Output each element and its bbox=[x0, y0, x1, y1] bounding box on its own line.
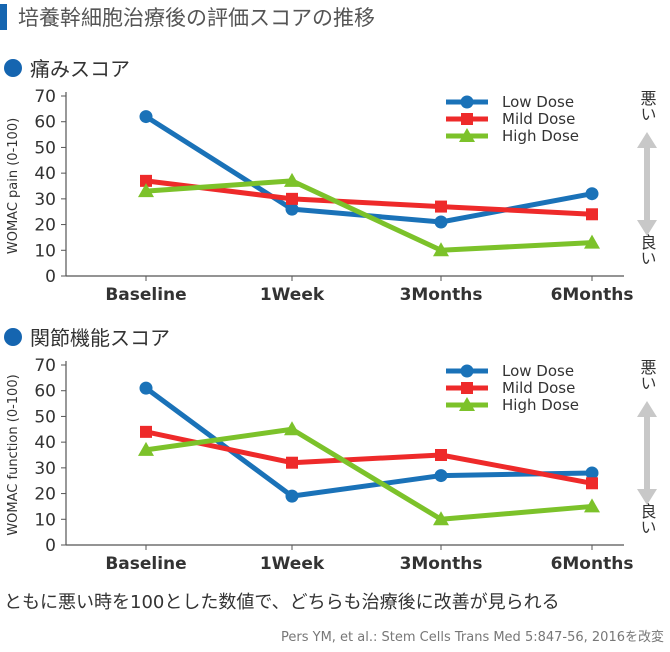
legend-label: Mild Dose bbox=[502, 110, 575, 128]
bullet-dot-icon bbox=[4, 327, 22, 346]
data-point-triangle bbox=[584, 498, 600, 513]
data-point-triangle bbox=[584, 234, 600, 249]
data-point-triangle bbox=[284, 421, 300, 436]
data-point-triangle bbox=[284, 172, 300, 187]
data-point-circle bbox=[585, 187, 599, 201]
section-header-pain: 痛みスコア bbox=[4, 53, 130, 82]
data-point-circle bbox=[460, 364, 474, 378]
y-tick-label: 70 bbox=[34, 356, 56, 376]
better-label: 良い bbox=[638, 503, 657, 535]
legend-label: High Dose bbox=[502, 127, 579, 145]
series-line-high-dose bbox=[143, 426, 595, 522]
data-point-circle bbox=[434, 215, 448, 229]
data-point-square bbox=[435, 200, 447, 213]
legend-label: Low Dose bbox=[502, 362, 574, 380]
x-tick-label: 6Months bbox=[551, 554, 634, 574]
data-point-circle bbox=[139, 110, 153, 124]
x-tick-label: 1Week bbox=[260, 554, 325, 574]
data-point-circle bbox=[139, 381, 153, 395]
data-point-circle bbox=[285, 202, 299, 216]
legend-label: Low Dose bbox=[502, 93, 574, 111]
section-title-pain: 痛みスコア bbox=[30, 57, 130, 81]
x-tick-label: Baseline bbox=[105, 554, 186, 574]
title-accent-bar bbox=[0, 4, 7, 30]
y-axis-title: WOMAC pain (0-100) bbox=[6, 118, 21, 254]
y-tick-label: 20 bbox=[34, 485, 56, 505]
y-tick-label: 30 bbox=[34, 190, 56, 210]
footnote: ともに悪い時を100とした数値で、どちらも治療後に改善が見られる bbox=[4, 592, 560, 613]
y-tick-label: 0 bbox=[45, 267, 56, 287]
data-point-square bbox=[140, 174, 152, 187]
data-point-triangle bbox=[433, 242, 449, 257]
y-tick-label: 60 bbox=[34, 113, 56, 133]
data-point-triangle bbox=[138, 183, 154, 198]
double-arrow-icon bbox=[637, 132, 657, 236]
legend-label: Mild Dose bbox=[502, 379, 575, 397]
data-point-circle bbox=[434, 469, 448, 483]
data-point-square bbox=[461, 113, 473, 125]
y-tick-label: 40 bbox=[34, 164, 56, 184]
page-title: 培養幹細胞治療後の評価スコアの推移 bbox=[18, 6, 375, 30]
data-point-square bbox=[286, 192, 298, 205]
better-label: 良い bbox=[638, 234, 657, 266]
series-line-mild-dose bbox=[143, 178, 595, 217]
section-title-function: 関節機能スコア bbox=[30, 326, 170, 350]
data-point-triangle bbox=[433, 511, 449, 526]
y-tick-label: 70 bbox=[34, 87, 56, 107]
y-axis-title: WOMAC function (0-100) bbox=[6, 374, 21, 535]
double-arrow-icon bbox=[637, 401, 657, 505]
bullet-dot-icon bbox=[4, 58, 22, 77]
x-tick-label: Baseline bbox=[105, 285, 186, 305]
y-tick-label: 40 bbox=[34, 433, 56, 453]
source-citation: Pers YM, et al.: Stem Cells Trans Med 5:… bbox=[281, 630, 664, 645]
x-tick-label: 1Week bbox=[260, 285, 325, 305]
y-tick-label: 30 bbox=[34, 459, 56, 479]
function-score-chart: 0 10 20 30 40 50 60 70 Baseline 1Week 3Months 6Mont… bbox=[6, 356, 657, 574]
y-tick-label: 10 bbox=[34, 510, 56, 530]
data-point-square bbox=[286, 456, 298, 469]
data-point-square bbox=[586, 208, 598, 221]
y-tick-label: 50 bbox=[34, 138, 56, 158]
series-line-high-dose bbox=[143, 178, 595, 253]
x-tick-label: 3Months bbox=[400, 285, 483, 305]
legend-label: High Dose bbox=[502, 396, 579, 414]
data-point-circle bbox=[460, 95, 474, 109]
data-point-triangle bbox=[138, 441, 154, 456]
y-tick-label: 0 bbox=[45, 536, 56, 556]
data-point-square bbox=[435, 449, 447, 461]
worse-label: 悪い bbox=[638, 359, 657, 391]
data-point-square bbox=[586, 477, 598, 490]
data-point-square bbox=[140, 425, 152, 438]
data-point-circle bbox=[585, 466, 599, 480]
y-tick-label: 10 bbox=[34, 241, 56, 261]
x-tick-label: 6Months bbox=[551, 285, 634, 305]
x-tick-label: 3Months bbox=[400, 554, 483, 574]
data-point-triangle bbox=[459, 128, 475, 142]
series-line-mild-dose bbox=[143, 429, 595, 486]
y-tick-label: 60 bbox=[34, 382, 56, 402]
series-line-low-dose bbox=[143, 385, 595, 499]
y-tick-label: 20 bbox=[34, 216, 56, 236]
worse-label: 悪い bbox=[638, 90, 657, 122]
section-header-function: 関節機能スコア bbox=[4, 322, 170, 351]
data-point-square bbox=[461, 382, 473, 394]
pain-score-chart: 0 10 20 30 40 50 60 70 Baseline 1Week 3Months 6Mont… bbox=[6, 87, 657, 305]
y-tick-label: 50 bbox=[34, 407, 56, 427]
data-point-circle bbox=[285, 489, 299, 503]
data-point-triangle bbox=[459, 397, 475, 411]
